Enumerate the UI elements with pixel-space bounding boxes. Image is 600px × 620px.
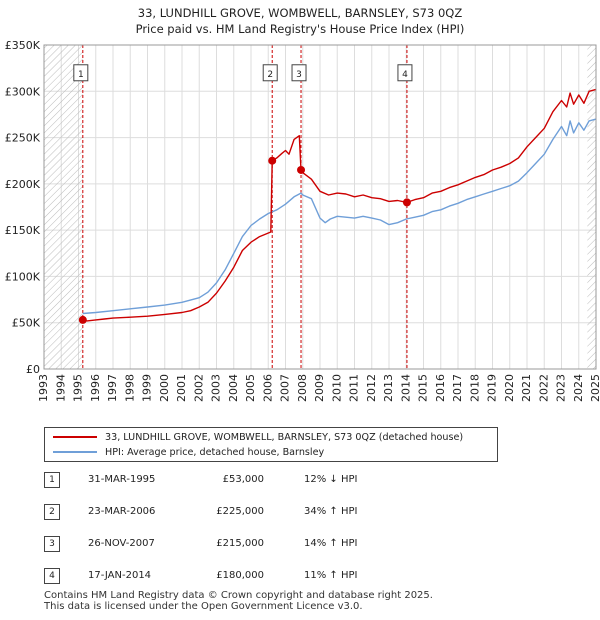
x-tick-label: 1999 <box>141 374 154 402</box>
legend-label-hpi: HPI: Average price, detached house, Barn… <box>105 446 325 458</box>
x-tick-label: 1993 <box>37 374 50 402</box>
y-tick-label: £300K <box>5 85 41 98</box>
sale-marker-box <box>73 64 89 82</box>
x-tick-label: 1995 <box>72 374 85 402</box>
x-tick-label: 2021 <box>520 374 533 402</box>
transaction-hpi: 14% ↑ HPI <box>304 538 358 549</box>
hatched-region <box>587 45 596 369</box>
y-tick-label: £350K <box>5 39 41 52</box>
x-tick-label: 2013 <box>382 374 395 402</box>
transaction-number: 2 <box>44 504 60 520</box>
x-tick-label: 2017 <box>451 374 464 402</box>
transaction-hpi: 11% ↑ HPI <box>304 570 358 581</box>
title-address: 33, LUNDHILL GROVE, WOMBWELL, BARNSLEY, … <box>137 6 463 20</box>
transaction-price: £225,000 <box>216 506 264 517</box>
hpi-line <box>82 118 597 315</box>
footer: Contains HM Land Registry data © Crown c… <box>44 590 433 612</box>
sale-marker-box <box>291 64 307 82</box>
sale-marker-label: 3 <box>296 70 302 80</box>
transaction-price: £180,000 <box>216 570 264 581</box>
y-tick-label: £0 <box>26 363 40 376</box>
sale-point <box>268 156 277 165</box>
price-chart: £0 £50K £100K £150K £200K £250K £300K £350K 1993… <box>5 39 600 402</box>
sale-point <box>78 315 87 324</box>
transaction-hpi: 12% ↓ HPI <box>304 474 358 485</box>
y-tick-label: £150K <box>5 224 41 237</box>
legend-item-hpi: HPI: Average price, detached house, Barn… <box>53 445 324 459</box>
sale-marker-label: 4 <box>402 70 408 80</box>
table-row: 1 31-MAR-1995 £53,000 12% ↓ HPI <box>44 472 484 488</box>
x-tick-label: 2000 <box>158 374 171 402</box>
transaction-date: 23-MAR-2006 <box>88 506 156 517</box>
x-tick-label: 2001 <box>175 374 188 402</box>
sale-marker-label: 1 <box>78 70 84 80</box>
legend-item-property: 33, LUNDHILL GROVE, WOMBWELL, BARNSLEY, … <box>53 430 463 444</box>
x-tick-label: 2008 <box>296 374 309 402</box>
x-tick-label: 2005 <box>244 374 257 402</box>
transaction-number: 4 <box>44 568 60 584</box>
transaction-date: 26-NOV-2007 <box>88 538 155 549</box>
footer-copyright: Contains HM Land Registry data © Crown c… <box>44 590 433 601</box>
x-tick-label: 2004 <box>227 374 240 402</box>
x-tick-label: 2011 <box>348 374 361 402</box>
plot-frame <box>43 44 597 370</box>
x-tick-label: 2010 <box>330 374 343 402</box>
x-tick-label: 2020 <box>503 374 516 402</box>
x-tick-label: 2016 <box>434 374 447 402</box>
table-row: 2 23-MAR-2006 £225,000 34% ↑ HPI <box>44 504 484 520</box>
transaction-price: £53,000 <box>222 474 264 485</box>
y-tick-label: £200K <box>5 178 41 191</box>
x-tick-label: 2006 <box>261 374 274 402</box>
x-tick-label: 2024 <box>572 374 585 402</box>
chart-title: 33, LUNDHILL GROVE, WOMBWELL, BARNSLEY, … <box>0 5 600 37</box>
x-tick-label: 1998 <box>123 374 136 402</box>
y-tick-label: £50K <box>12 317 41 330</box>
footer-licence: This data is licensed under the Open Gov… <box>44 601 363 612</box>
y-tick-label: £250K <box>5 132 41 145</box>
x-tick-label: 2014 <box>399 374 412 402</box>
x-tick-label: 2018 <box>468 374 481 402</box>
x-tick-label: 2022 <box>537 374 550 402</box>
transaction-number: 1 <box>44 472 60 488</box>
transaction-date: 31-MAR-1995 <box>88 474 156 485</box>
x-tick-label: 2003 <box>210 374 223 402</box>
property-price-line <box>82 88 597 322</box>
x-tick-label: 2015 <box>417 374 430 402</box>
x-tick-label: 1997 <box>106 374 119 402</box>
transaction-number: 3 <box>44 536 60 552</box>
transaction-hpi: 34% ↑ HPI <box>304 506 358 517</box>
x-tick-label: 2023 <box>555 374 568 402</box>
legend-label-property: 33, LUNDHILL GROVE, WOMBWELL, BARNSLEY, … <box>105 431 464 443</box>
x-tick-label: 2019 <box>486 374 499 402</box>
y-tick-label: £100K <box>5 270 41 283</box>
table-row: 3 26-NOV-2007 £215,000 14% ↑ HPI <box>44 536 484 552</box>
sale-marker-label: 2 <box>267 70 273 80</box>
sale-point <box>297 165 306 174</box>
title-subtitle: Price paid vs. HM Land Registry's House … <box>135 22 465 36</box>
hatched-region <box>44 45 83 369</box>
table-row: 4 17-JAN-2014 £180,000 11% ↑ HPI <box>44 568 484 584</box>
sale-point <box>402 198 411 207</box>
x-tick-label: 2009 <box>313 374 326 402</box>
legend-swatch-hpi <box>53 451 97 453</box>
legend: 33, LUNDHILL GROVE, WOMBWELL, BARNSLEY, … <box>44 427 498 462</box>
x-tick-label: 2025 <box>589 374 600 402</box>
x-tick-label: 1996 <box>89 374 102 402</box>
sale-marker-box <box>397 64 413 82</box>
x-tick-label: 2012 <box>365 374 378 402</box>
x-tick-label: 2007 <box>279 374 292 402</box>
legend-swatch-property <box>53 436 97 438</box>
x-tick-label: 2002 <box>192 374 205 402</box>
transaction-price: £215,000 <box>216 538 264 549</box>
transaction-date: 17-JAN-2014 <box>88 570 152 581</box>
sale-marker-box <box>262 64 278 82</box>
x-tick-label: 1994 <box>54 374 67 402</box>
